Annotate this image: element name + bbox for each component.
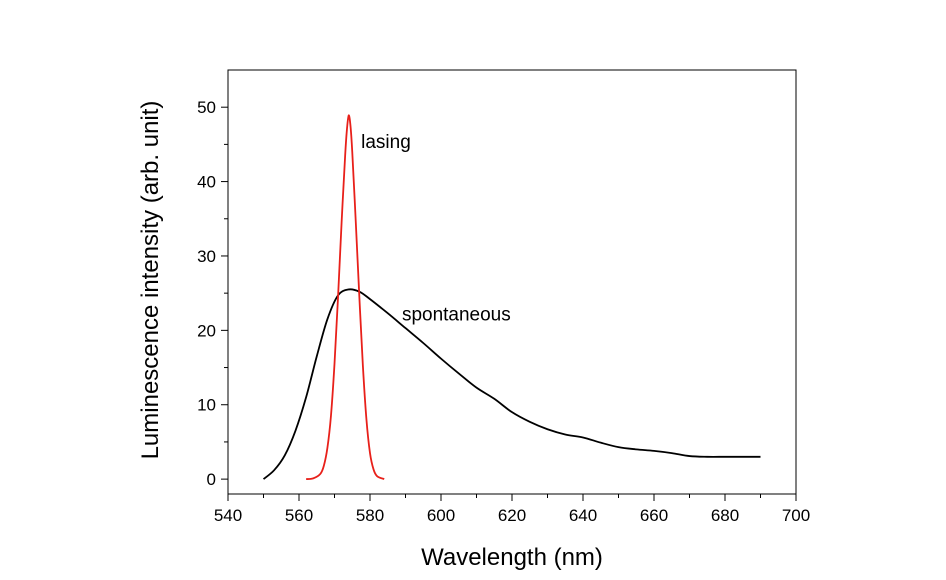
y-tick-label: 50	[197, 98, 216, 117]
y-tick-label: 40	[197, 173, 216, 192]
x-tick-label: 540	[214, 506, 242, 525]
x-tick-label: 640	[569, 506, 597, 525]
annotation-lasing: lasing	[361, 132, 411, 153]
y-tick-label: 30	[197, 247, 216, 266]
y-tick-label: 10	[197, 396, 216, 415]
x-tick-label: 580	[356, 506, 384, 525]
annotation-spontaneous: spontaneous	[402, 305, 511, 326]
x-tick-label: 600	[427, 506, 455, 525]
x-tick-label: 660	[640, 506, 668, 525]
x-tick-label: 620	[498, 506, 526, 525]
y-axis-title: Luminescence intensity (arb. unit)	[137, 101, 164, 460]
x-axis-ticks: 540 560 580 600 620 640 660 680 700	[214, 494, 810, 525]
x-tick-label: 680	[711, 506, 739, 525]
plot-frame	[227, 69, 797, 495]
y-tick-label: 20	[197, 321, 216, 340]
annotation-layer: lasing spontaneous	[361, 132, 511, 326]
y-axis-ticks: 0 10 20 30 40 50	[197, 98, 228, 489]
x-axis-title: Wavelength (nm)	[421, 544, 603, 571]
series-layer	[262, 114, 761, 481]
x-tick-label: 700	[782, 506, 810, 525]
x-tick-label: 560	[285, 506, 313, 525]
series-line-spontaneous	[262, 288, 761, 480]
y-tick-label: 0	[207, 470, 216, 489]
series-line-lasing	[306, 114, 385, 481]
